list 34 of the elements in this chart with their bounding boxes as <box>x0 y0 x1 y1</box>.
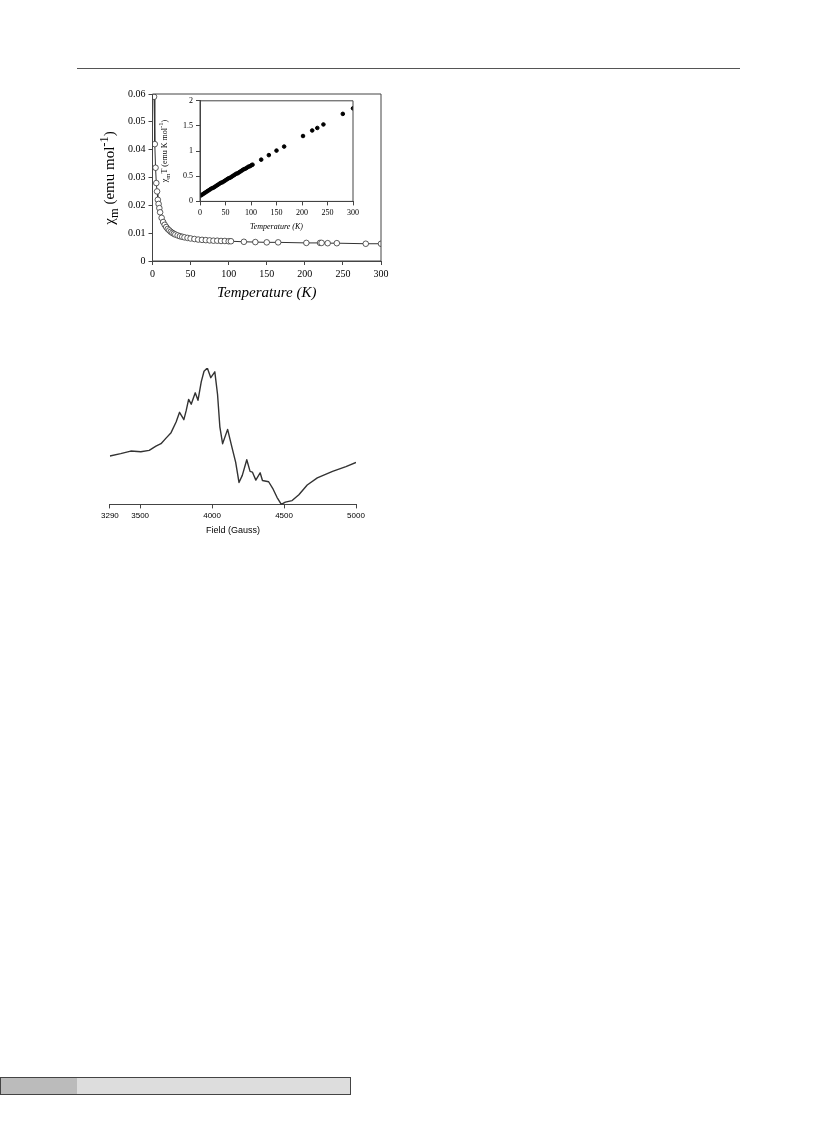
y-tick-label: 0.02 <box>128 198 146 210</box>
y-tick-label: 0.04 <box>128 143 146 155</box>
x-tick-label: 0 <box>150 267 155 279</box>
x-axis-title: Temperature (K) <box>250 222 303 231</box>
x-tick-label: 5000 <box>347 511 366 521</box>
y-tick-label: 1 <box>189 146 193 156</box>
x-tick-label: 250 <box>321 208 334 218</box>
x-tick-label: 3500 <box>131 511 150 521</box>
x-axis-title: Temperature (K) <box>217 284 317 301</box>
x-tick-label: 200 <box>297 267 313 279</box>
x-tick-label: 300 <box>373 267 389 279</box>
y-tick-label: 0.06 <box>128 87 146 99</box>
y-tick-label: 0.05 <box>128 115 146 127</box>
y-tick-label: 0 <box>189 196 193 206</box>
y-tick-label: 0.03 <box>128 171 146 183</box>
x-tick-label: 50 <box>185 267 196 279</box>
x-axis-title: Field (Gauss) <box>205 525 260 535</box>
x-tick-label: 150 <box>259 267 275 279</box>
y-tick-label: 2 <box>189 95 193 105</box>
y-tick-label: 1.5 <box>183 121 193 131</box>
x-tick-label: 3290 <box>101 511 120 521</box>
x-tick-label: 200 <box>296 208 308 218</box>
x-tick-label: 0 <box>198 208 202 218</box>
x-tick-label: 100 <box>221 267 237 279</box>
x-tick-label: 300 <box>347 208 359 218</box>
x-tick-label: 50 <box>221 208 230 218</box>
y-tick-label: 0.5 <box>183 171 193 181</box>
x-tick-label: 4000 <box>203 511 222 521</box>
x-tick-label: 250 <box>335 267 351 279</box>
x-tick-label: 150 <box>270 208 283 218</box>
y-tick-label: 0 <box>140 254 146 266</box>
x-tick-label: 4500 <box>275 511 294 521</box>
y-tick-label: 0.01 <box>128 226 146 238</box>
x-tick-label: 100 <box>245 208 257 218</box>
